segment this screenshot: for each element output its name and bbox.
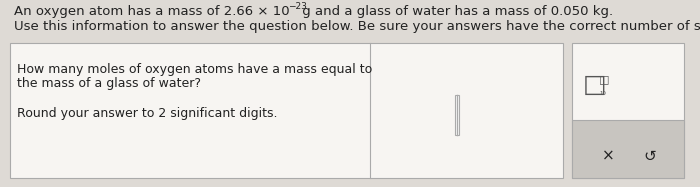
Text: Round your answer to 2 significant digits.: Round your answer to 2 significant digit… bbox=[17, 107, 277, 120]
Text: □: □ bbox=[599, 74, 610, 84]
FancyBboxPatch shape bbox=[572, 43, 684, 178]
Text: An oxygen atom has a mass of 2.66 × 10: An oxygen atom has a mass of 2.66 × 10 bbox=[14, 5, 290, 18]
Text: ×: × bbox=[601, 148, 615, 163]
Text: ↺: ↺ bbox=[643, 148, 657, 163]
Text: ₁₀: ₁₀ bbox=[599, 88, 605, 97]
FancyBboxPatch shape bbox=[455, 95, 459, 135]
FancyBboxPatch shape bbox=[572, 120, 684, 178]
Text: Use this information to answer the question below. Be sure your answers have the: Use this information to answer the quest… bbox=[14, 20, 700, 33]
Text: g and a glass of water has a mass of 0.050 kg.: g and a glass of water has a mass of 0.0… bbox=[298, 5, 613, 18]
Text: □: □ bbox=[583, 73, 607, 97]
FancyBboxPatch shape bbox=[10, 43, 563, 178]
Text: the mass of a glass of water?: the mass of a glass of water? bbox=[17, 77, 201, 90]
Text: How many moles of oxygen atoms have a mass equal to: How many moles of oxygen atoms have a ma… bbox=[17, 63, 372, 76]
Text: −23: −23 bbox=[288, 2, 307, 11]
